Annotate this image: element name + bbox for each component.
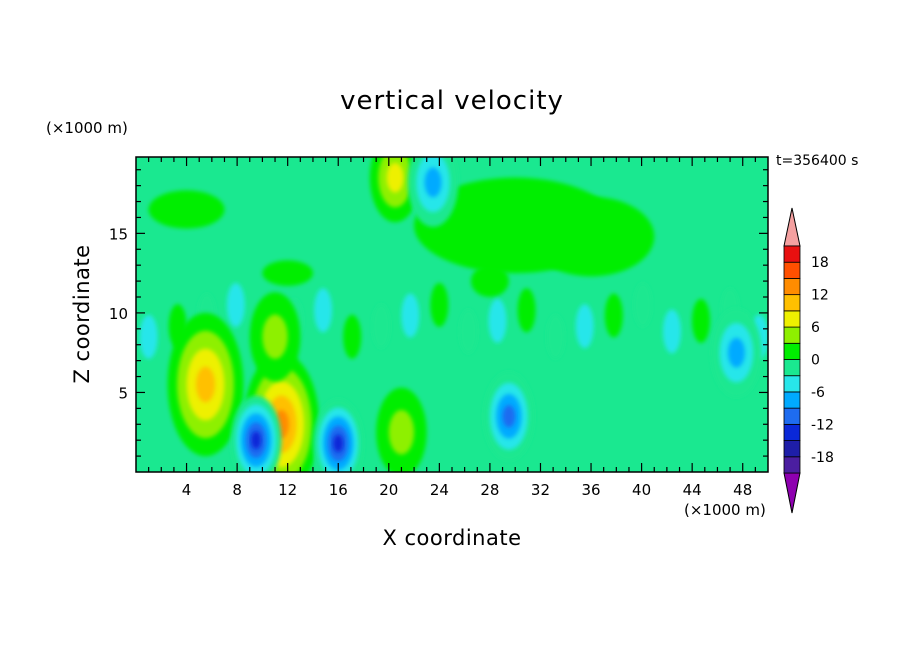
x-tick-label: 40	[632, 481, 651, 499]
chart-title: vertical velocity	[340, 86, 564, 116]
turbulent-cell	[575, 304, 594, 349]
updraft-contour	[386, 162, 404, 193]
colorbar-tick-label: -6	[811, 385, 825, 401]
turbulent-cell	[459, 309, 478, 354]
turbulent-cell	[226, 282, 245, 327]
colorbar-tick-label: 18	[811, 255, 829, 271]
colorbar-tick-label: 0	[811, 353, 820, 369]
turbulent-cell	[633, 282, 652, 327]
colorbar-band	[783, 456, 801, 474]
y-axis-ticks: 5 10 15	[109, 169, 768, 457]
colorbar-band	[783, 261, 801, 279]
turbulent-cell	[401, 293, 420, 338]
turbulent-cell	[604, 293, 623, 338]
turbulent-cell	[488, 298, 507, 343]
x-tick-label: 48	[733, 481, 752, 499]
turbulent-cell	[372, 304, 391, 349]
turbulent-cell	[692, 298, 711, 343]
x-tick-label: 4	[182, 481, 192, 499]
turbulent-cell	[517, 288, 536, 333]
x-tick-label: 12	[278, 481, 297, 499]
colorbar-tick-label: -18	[811, 450, 834, 466]
updraft-contour	[196, 366, 215, 403]
colorbar-band	[783, 359, 801, 377]
weak-updraft-patch	[148, 190, 225, 229]
weak-updraft-patch	[262, 260, 313, 286]
turbulent-cell	[662, 309, 681, 354]
colorbar-band	[783, 245, 801, 263]
colorbar-band	[783, 342, 801, 360]
turbulent-cell	[139, 314, 158, 359]
y-tick-label: 15	[109, 225, 128, 243]
colorbar-max-arrow	[783, 207, 801, 247]
x-tick-label: 32	[531, 481, 550, 499]
updraft-contour	[388, 409, 415, 455]
colorbar-band	[783, 423, 801, 441]
colorbar-tick-label: -12	[811, 417, 834, 433]
downdraft-contour	[727, 337, 745, 368]
colorbar-band	[783, 278, 801, 296]
turbulent-cell	[546, 314, 565, 359]
x-axis-label: X coordinate	[382, 526, 522, 550]
x-tick-label: 28	[480, 481, 499, 499]
colorbar-band	[783, 391, 801, 409]
y-tick-label: 10	[109, 305, 128, 323]
x-tick-label: 44	[683, 481, 702, 499]
x-tick-label: 36	[581, 481, 600, 499]
turbulent-cell	[343, 314, 362, 359]
x-tick-label: 24	[430, 481, 449, 499]
y-tick-label: 5	[118, 384, 128, 402]
colorbar-band	[783, 375, 801, 393]
colorbar-min-arrow	[783, 472, 801, 514]
colorbar-band	[783, 310, 801, 328]
x-tick-label: 20	[379, 481, 398, 499]
colorbar-band	[783, 440, 801, 458]
x-axis-ticks: 4 8 12 16 20 24 28 32 36 40 44 48	[148, 157, 756, 499]
colorbar-tick-label: 6	[811, 320, 820, 336]
time-label: t=356400 s	[776, 153, 859, 169]
downdraft-contour	[251, 431, 262, 450]
weak-updraft-patch	[470, 265, 509, 297]
downdraft-contour	[502, 405, 516, 428]
colorbar-tick-label: 12	[811, 288, 829, 304]
x-tick-label: 8	[232, 481, 242, 499]
velocity-field	[136, 157, 768, 472]
downdraft-contour	[424, 167, 442, 198]
colorbar-band	[783, 294, 801, 312]
turbulent-cell	[430, 282, 449, 327]
updraft-contour	[262, 314, 288, 360]
x-axis-unit: (×1000 m)	[684, 501, 766, 519]
weak-updraft-patch	[527, 196, 655, 277]
y-axis-unit: (×1000 m)	[46, 119, 128, 137]
colorbar: 18 12 6 0 -6 -12 -18	[783, 207, 834, 514]
turbulent-cell	[314, 288, 333, 333]
colorbar-band	[783, 407, 801, 425]
x-tick-label: 16	[329, 481, 348, 499]
colorbar-band	[783, 326, 801, 344]
downdraft-contour	[333, 434, 344, 453]
